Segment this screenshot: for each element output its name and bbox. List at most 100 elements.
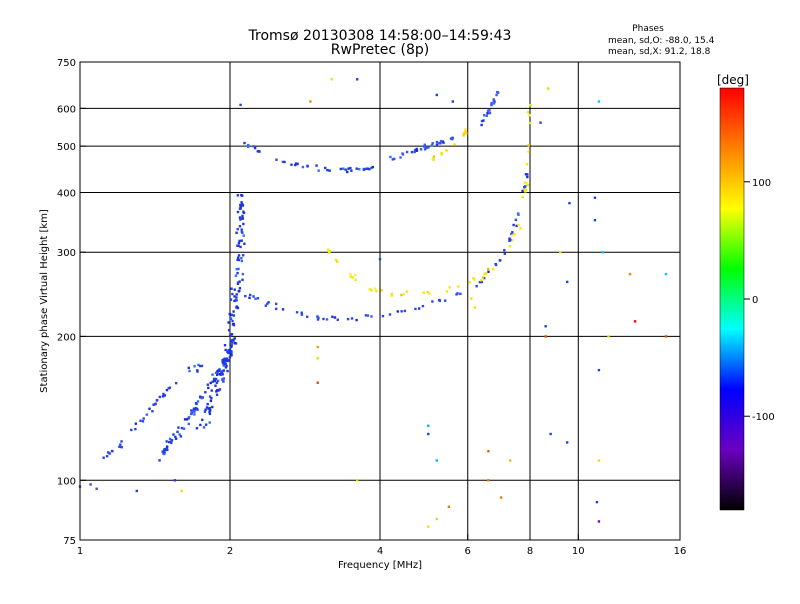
- x-mode-echo: [480, 279, 483, 282]
- o-mode-echo: [480, 280, 483, 284]
- x-mode-echo: [519, 227, 522, 230]
- o-mode-echo: [238, 216, 242, 219]
- o-mode-echo: [185, 418, 189, 421]
- colorbar-label: [deg]: [717, 73, 749, 87]
- o-mode-echo: [306, 164, 309, 168]
- o-mode-echo: [227, 351, 230, 355]
- o-mode-echo: [439, 139, 443, 143]
- o-mode-echo: [315, 164, 318, 167]
- y-tick-label: 75: [63, 536, 76, 547]
- o-mode-echo: [240, 228, 243, 231]
- o-mode-echo: [438, 142, 441, 145]
- o-mode-echo: [495, 90, 499, 94]
- o-mode-echo: [233, 337, 236, 340]
- o-mode-echo: [371, 165, 374, 169]
- x-mode-echo: [483, 272, 486, 276]
- x-mode-echo: [524, 190, 527, 193]
- o-mode-echo: [487, 270, 490, 273]
- o-mode-echo: [228, 328, 231, 332]
- o-mode-echo: [419, 148, 423, 151]
- o-mode-echo: [229, 339, 233, 342]
- x-mode-echo: [523, 188, 526, 192]
- o-mode-echo: [107, 451, 110, 454]
- scatter-echo: [565, 280, 569, 284]
- o-mode-echo: [336, 318, 339, 321]
- o-mode-echo: [193, 413, 196, 416]
- o-mode-echo: [511, 231, 514, 234]
- o-mode-echo: [236, 256, 240, 259]
- scatter-echo: [330, 78, 333, 81]
- o-mode-echo: [232, 310, 235, 313]
- x-mode-echo: [526, 110, 530, 114]
- o-mode-echo: [521, 189, 524, 193]
- x-mode-echo: [375, 289, 378, 293]
- o-mode-echo: [224, 359, 228, 363]
- o-mode-echo: [207, 386, 210, 390]
- o-mode-echo: [236, 271, 239, 275]
- o-mode-echo: [524, 185, 527, 188]
- o-mode-echo: [223, 359, 226, 363]
- o-mode-echo: [118, 445, 121, 448]
- o-mode-echo: [231, 319, 234, 323]
- o-mode-echo: [230, 313, 233, 317]
- x-mode-echo: [445, 149, 448, 152]
- o-mode-echo: [508, 237, 511, 240]
- scatter-echo: [435, 517, 438, 521]
- o-mode-echo: [425, 146, 428, 150]
- x-mode-echo: [521, 195, 524, 199]
- o-mode-echo: [203, 410, 207, 413]
- x-tick-label: 1: [77, 546, 83, 557]
- o-mode-echo: [119, 443, 122, 446]
- scatter-echo: [487, 479, 490, 482]
- o-mode-echo: [413, 148, 417, 152]
- o-mode-echo: [431, 300, 434, 303]
- o-mode-echo: [274, 307, 278, 311]
- x-tick-label: 16: [674, 546, 687, 557]
- o-mode-echo: [240, 256, 243, 260]
- x-mode-echo: [462, 132, 466, 135]
- x-mode-echo: [334, 258, 338, 262]
- o-mode-echo: [198, 364, 202, 368]
- o-mode-echo: [170, 439, 174, 442]
- o-mode-echo: [449, 137, 453, 140]
- o-mode-echo: [326, 168, 329, 172]
- x-mode-echo: [528, 121, 532, 125]
- x-tick-label: 10: [572, 546, 585, 557]
- scatter-echo: [597, 459, 601, 462]
- o-mode-echo: [427, 146, 430, 149]
- x-mode-echo: [457, 285, 460, 288]
- o-mode-echo: [350, 169, 353, 172]
- o-mode-echo: [218, 372, 222, 376]
- x-mode-echo: [453, 143, 456, 146]
- o-mode-echo: [456, 292, 459, 295]
- o-mode-echo: [174, 435, 177, 439]
- o-mode-echo: [241, 217, 245, 220]
- o-mode-echo: [228, 348, 232, 352]
- o-mode-echo: [225, 364, 228, 368]
- scatter-echo: [539, 121, 542, 124]
- x-mode-echo: [326, 248, 330, 251]
- x-mode-echo: [529, 103, 532, 107]
- x-mode-echo: [328, 250, 331, 253]
- x-mode-echo: [422, 291, 425, 295]
- x-mode-echo: [428, 292, 431, 295]
- scatter-echo: [607, 335, 610, 338]
- o-mode-echo: [241, 278, 244, 281]
- o-mode-echo: [215, 381, 219, 384]
- o-mode-echo: [252, 145, 255, 148]
- o-mode-echo: [195, 427, 199, 430]
- o-mode-echo: [102, 456, 105, 459]
- o-mode-echo: [230, 341, 234, 344]
- o-mode-echo: [200, 396, 203, 400]
- o-mode-echo: [208, 406, 211, 410]
- o-mode-echo: [227, 321, 230, 324]
- o-mode-echo: [300, 311, 303, 314]
- scatter-echo: [180, 489, 183, 493]
- o-mode-echo: [233, 288, 236, 291]
- o-mode-echo: [399, 156, 402, 159]
- o-mode-echo: [231, 292, 234, 296]
- colorbar-ticks: 100 0 -100: [744, 178, 775, 423]
- x-mode-echo: [517, 223, 520, 227]
- o-mode-echo: [223, 343, 227, 347]
- o-mode-echo: [236, 210, 240, 214]
